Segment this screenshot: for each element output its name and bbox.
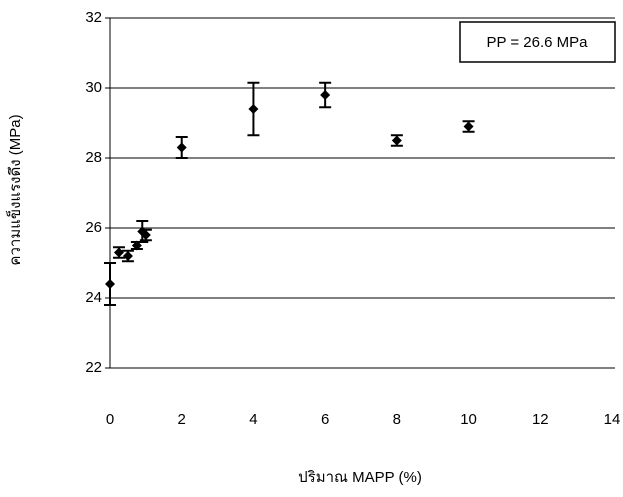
y-tick-label: 30 [85,79,102,96]
y-axis-label: ความแข็งแรงดึง (MPa) [5,114,24,265]
y-tick-label: 26 [85,219,102,236]
x-tick-label: 6 [321,411,329,428]
x-tick-label: 10 [460,411,477,428]
chart: ปริมาณ MAPP (%) ความแข็งแรงดึง (MPa) 222… [0,0,623,497]
y-tick-label: 22 [85,359,102,376]
x-tick-label: 4 [249,411,257,428]
data-point [177,143,187,153]
x-tick-label: 14 [604,411,621,428]
data-point [248,104,258,114]
data-point [464,122,474,132]
data-point [123,251,133,261]
y-tick-label: 24 [85,289,102,306]
data-point [114,248,124,258]
data-point [105,279,115,289]
y-tick-label: 28 [85,149,102,166]
x-tick-label: 12 [532,411,549,428]
x-tick-label: 8 [393,411,401,428]
y-tick-label: 32 [85,9,102,26]
data-point [392,136,402,146]
x-axis-label: ปริมาณ MAPP (%) [298,469,422,486]
annotation: PP = 26.6 MPa [486,34,588,51]
x-tick-label: 2 [178,411,186,428]
data-point [320,90,330,100]
x-tick-label: 0 [106,411,114,428]
